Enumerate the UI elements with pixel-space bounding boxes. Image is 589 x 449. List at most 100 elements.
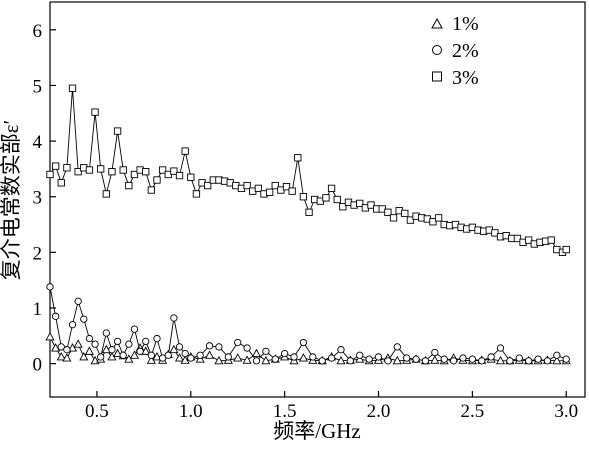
data-point-circle	[374, 353, 383, 361]
data-point-circle	[119, 351, 127, 359]
data-point-square	[187, 173, 195, 181]
plot-frame	[49, 1, 586, 398]
data-point-square	[562, 245, 570, 254]
legend: 1% 2% 3%	[431, 13, 479, 89]
data-point-circle	[553, 351, 561, 359]
data-point-square	[384, 208, 392, 216]
data-point-circle	[74, 297, 82, 305]
y-tick-label: 4	[33, 132, 43, 153]
data-point-circle	[113, 337, 122, 346]
y-tick-label: 6	[33, 21, 43, 42]
data-point-triangle	[62, 353, 72, 362]
data-point-circle	[412, 355, 420, 363]
data-point-triangle	[113, 348, 123, 358]
data-point-square	[125, 181, 133, 190]
data-point-square	[181, 147, 189, 155]
y-tick-label: 3	[33, 188, 43, 209]
data-point-circle	[136, 347, 144, 356]
data-point-circle	[224, 353, 232, 361]
data-point-triangle	[205, 350, 215, 359]
data-point-square	[175, 171, 184, 180]
data-point-circle	[421, 357, 430, 365]
data-point-circle	[365, 355, 373, 363]
data-point-circle	[356, 351, 364, 359]
data-point-circle	[403, 354, 411, 362]
data-point-circle	[496, 344, 505, 352]
data-point-triangle	[73, 339, 83, 348]
data-point-triangle	[430, 355, 440, 364]
data-point-square	[57, 179, 65, 187]
data-point-circle	[262, 347, 270, 356]
data-point-circle	[318, 357, 326, 365]
data-point-square	[305, 208, 313, 216]
tick-layer: 0.5 1.0 1.5 2.0 2.5 3.0 0 1 2 3 4 5 6	[33, 21, 579, 422]
data-point-circle	[108, 346, 116, 354]
data-point-circle	[205, 342, 214, 350]
data-point-square	[204, 181, 212, 190]
data-point-triangle	[495, 355, 506, 365]
data-point-circle	[468, 355, 477, 363]
data-point-square	[130, 170, 139, 179]
x-tick-label: 3.0	[554, 401, 578, 422]
data-point-circle	[97, 353, 105, 361]
data-point-circle	[271, 355, 279, 363]
legend-label-3: 3%	[452, 67, 479, 89]
legend-marker-square	[432, 71, 442, 82]
data-point-square	[170, 167, 178, 175]
series-square	[46, 84, 570, 257]
x-tick-label: 2.0	[367, 401, 391, 422]
data-point-triangle	[101, 344, 111, 354]
data-point-circle	[440, 355, 448, 363]
data-point-triangle	[84, 346, 94, 355]
data-point-triangle	[174, 353, 185, 362]
data-point-triangle	[169, 344, 179, 354]
data-point-square	[153, 176, 161, 184]
data-point-triangle	[56, 352, 66, 361]
data-point-circle	[158, 354, 167, 362]
data-point-circle	[384, 357, 392, 365]
data-point-square	[525, 236, 533, 244]
data-point-circle	[142, 337, 150, 346]
legend-entry-2: 2%	[432, 40, 479, 62]
data-point-circle	[57, 343, 65, 351]
data-point-circle	[534, 355, 542, 363]
data-point-square	[406, 216, 415, 224]
data-point-triangle	[79, 352, 89, 361]
data-point-triangle	[214, 355, 224, 365]
data-point-circle	[562, 355, 570, 363]
data-point-triangle	[45, 331, 55, 341]
data-point-triangle	[392, 355, 402, 365]
data-point-square	[108, 168, 116, 176]
data-point-square	[356, 199, 364, 208]
data-point-circle	[515, 354, 523, 362]
data-point-triangle	[233, 353, 243, 362]
data-point-square	[113, 127, 122, 135]
legend-entry-3: 3%	[432, 67, 479, 89]
data-point-square	[294, 154, 302, 162]
data-point-circle	[234, 338, 242, 347]
data-point-circle	[290, 353, 298, 361]
data-point-square	[97, 165, 105, 173]
data-point-triangle	[141, 346, 151, 355]
data-point-square	[434, 214, 443, 222]
data-point-square	[192, 190, 201, 198]
x-tick-label: 1.5	[273, 401, 297, 422]
data-point-circle	[393, 343, 401, 351]
data-point-circle	[327, 354, 336, 362]
y-tick-label: 1	[33, 299, 43, 320]
data-point-square	[547, 236, 555, 244]
data-point-square	[271, 181, 279, 190]
y-tick-label: 2	[33, 243, 43, 264]
data-point-square	[282, 183, 291, 191]
series-layer	[45, 84, 571, 365]
data-point-circle	[63, 346, 71, 354]
data-point-circle	[46, 283, 54, 291]
data-point-circle	[170, 314, 178, 322]
x-axis-title: 频率/GHz	[273, 419, 361, 443]
data-point-circle	[449, 357, 458, 365]
data-point-circle	[153, 334, 161, 343]
data-point-square	[401, 209, 409, 218]
data-point-triangle	[51, 343, 61, 352]
data-point-square	[119, 166, 127, 174]
data-point-square	[68, 84, 77, 92]
